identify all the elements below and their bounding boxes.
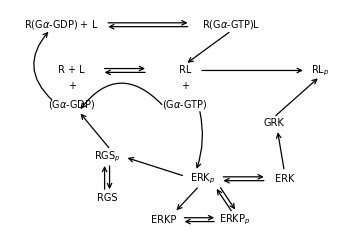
Text: +: +: [68, 81, 75, 91]
Text: RGS: RGS: [97, 193, 117, 203]
Text: (G$\alpha$-GDP): (G$\alpha$-GDP): [48, 98, 95, 111]
Text: +: +: [181, 81, 189, 91]
Text: ERK$_p$: ERK$_p$: [190, 172, 215, 186]
Text: ERKP: ERKP: [151, 215, 177, 225]
Text: R + L: R + L: [58, 66, 85, 76]
Text: RL: RL: [179, 66, 191, 76]
Text: ERKP$_p$: ERKP$_p$: [219, 212, 250, 227]
Text: R(G$\alpha$-GTP)L: R(G$\alpha$-GTP)L: [202, 18, 260, 31]
Text: GRK: GRK: [263, 118, 284, 129]
Text: RL$_p$: RL$_p$: [311, 63, 329, 78]
Text: ERK: ERK: [275, 174, 294, 184]
Text: RGS$_p$: RGS$_p$: [94, 150, 120, 164]
Text: (G$\alpha$-GTP): (G$\alpha$-GTP): [162, 98, 208, 111]
Text: R(G$\alpha$-GDP) + L: R(G$\alpha$-GDP) + L: [24, 18, 98, 31]
